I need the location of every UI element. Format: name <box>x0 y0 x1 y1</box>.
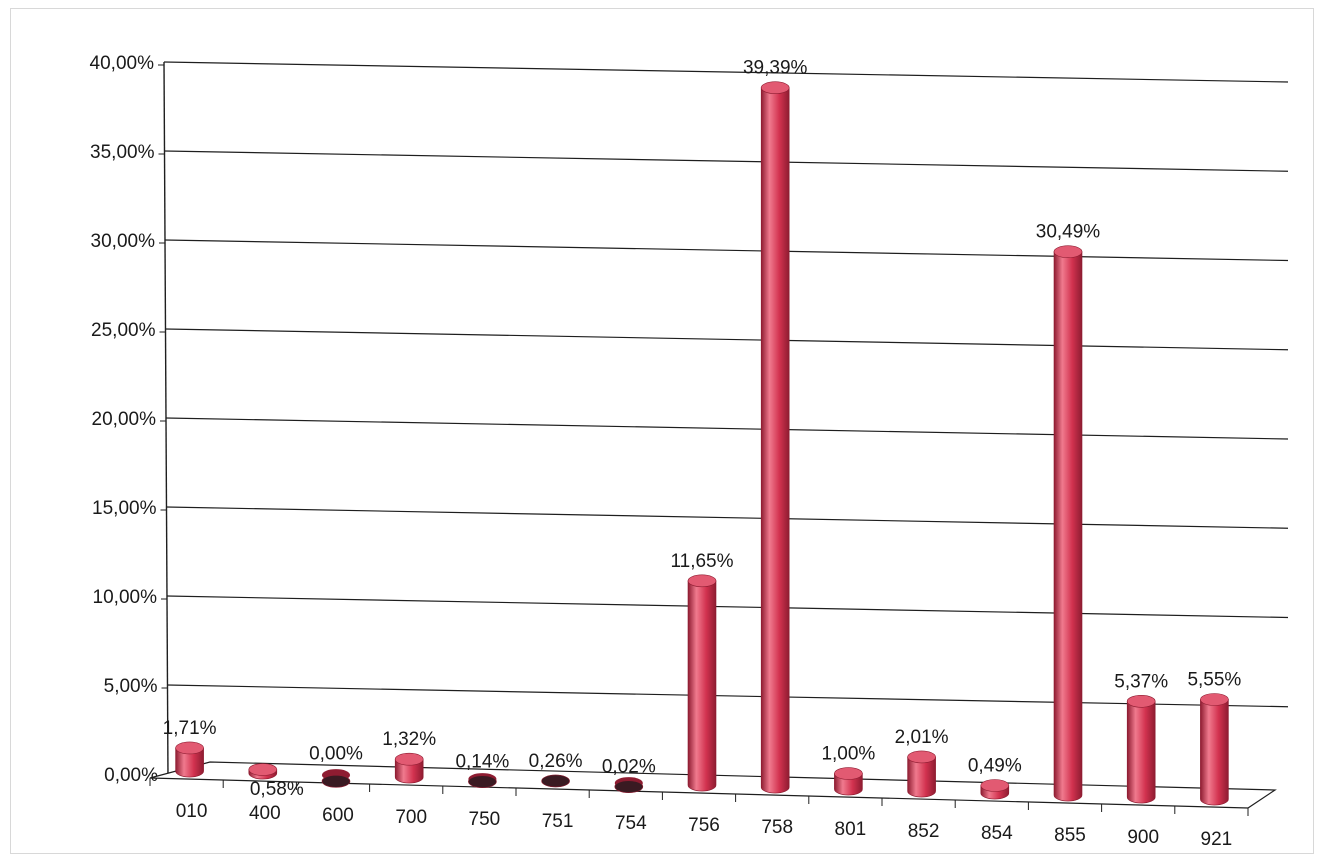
y-tick-label: 20,00% <box>92 409 157 430</box>
x-tick-label: 852 <box>908 821 940 842</box>
bar <box>394 758 424 784</box>
chart-frame <box>10 8 1314 854</box>
x-tick-label: 801 <box>835 819 867 840</box>
x-tick-label: 751 <box>542 811 574 832</box>
bar <box>1053 251 1083 802</box>
x-tick-label: 756 <box>688 815 720 836</box>
gridline <box>166 506 1289 529</box>
bars <box>175 81 1229 806</box>
y-tick-label: 30,00% <box>91 231 156 252</box>
bar <box>687 580 717 792</box>
y-tick-label: 0,00% <box>104 765 158 786</box>
x-tick-label: 921 <box>1201 829 1233 850</box>
bar-top-cap <box>834 767 863 780</box>
axes: 0,00% 5,00% 10,00% 15,00% 20,00% 25,00% 30,00%… <box>90 53 1277 850</box>
data-label: 39,39% <box>743 58 808 79</box>
gridlines <box>163 61 1289 708</box>
bar-top-cap <box>980 779 1010 792</box>
gridline <box>165 417 1289 440</box>
bar-top-cap <box>1200 693 1229 706</box>
gridline <box>165 328 1289 351</box>
data-label: 0,49% <box>968 756 1022 777</box>
data-label: 0,00% <box>309 743 363 764</box>
data-label: 5,55% <box>1187 670 1241 691</box>
y-tick-label: 40,00% <box>90 53 155 74</box>
bar-top-cap <box>687 574 717 588</box>
bar <box>175 747 204 778</box>
y-axis <box>163 61 169 779</box>
bar-top-cap <box>541 774 570 788</box>
data-label: 0,26% <box>529 751 583 772</box>
y-tick-label: 25,00% <box>91 320 156 341</box>
x-tick-label: 855 <box>1054 825 1086 846</box>
y-tick-label: 15,00% <box>92 498 157 519</box>
gridline <box>164 239 1289 262</box>
bar <box>907 756 936 798</box>
data-label: 2,01% <box>895 727 949 748</box>
x-tick-label: 758 <box>761 817 793 838</box>
data-labels: 1,71% 0,58%0,00% 1,32% 0,14% 0,26% 0,02% 11,65… <box>163 58 1242 800</box>
bar-top-cap <box>321 774 351 788</box>
gridline <box>167 684 1289 708</box>
x-tick-label: 400 <box>249 803 281 824</box>
x-tick-label: 010 <box>176 801 208 822</box>
bar-top-cap <box>1126 694 1156 708</box>
gridline <box>164 150 1289 172</box>
bar-top-cap <box>760 81 790 95</box>
bar-top-cap <box>175 741 204 755</box>
data-label: 0,14% <box>455 752 509 773</box>
data-label: 0,02% <box>602 757 656 778</box>
bar-top-cap <box>907 750 936 764</box>
x-tick-label: 854 <box>981 823 1013 844</box>
data-label: 30,49% <box>1036 222 1101 243</box>
bar <box>1200 699 1229 806</box>
data-label: 1,32% <box>382 729 436 750</box>
y-tick-label: 10,00% <box>93 587 158 608</box>
y-tick-label: 35,00% <box>90 142 155 163</box>
data-label: 5,37% <box>1114 671 1168 692</box>
bar-top-cap <box>394 752 424 766</box>
x-tick-label: 754 <box>615 813 647 834</box>
gridline <box>166 595 1289 619</box>
bar <box>1126 700 1156 804</box>
y-tick-label: 5,00% <box>104 676 158 697</box>
data-label: 0,58% <box>250 779 304 800</box>
bar-top-cap <box>468 775 497 788</box>
gridline <box>163 61 1289 83</box>
bar-top-cap <box>248 763 278 776</box>
bar-top-cap <box>614 780 644 793</box>
x-tick-label: 900 <box>1127 827 1159 848</box>
bar <box>760 87 790 794</box>
data-label: 11,65% <box>670 551 733 572</box>
x-tick-label: 750 <box>469 809 501 830</box>
x-tick-label: 600 <box>322 805 354 826</box>
data-label: 1,00% <box>821 744 875 765</box>
x-tick-label: 700 <box>395 807 427 828</box>
data-label: 1,71% <box>163 718 217 739</box>
bar-top-cap <box>1053 245 1083 259</box>
